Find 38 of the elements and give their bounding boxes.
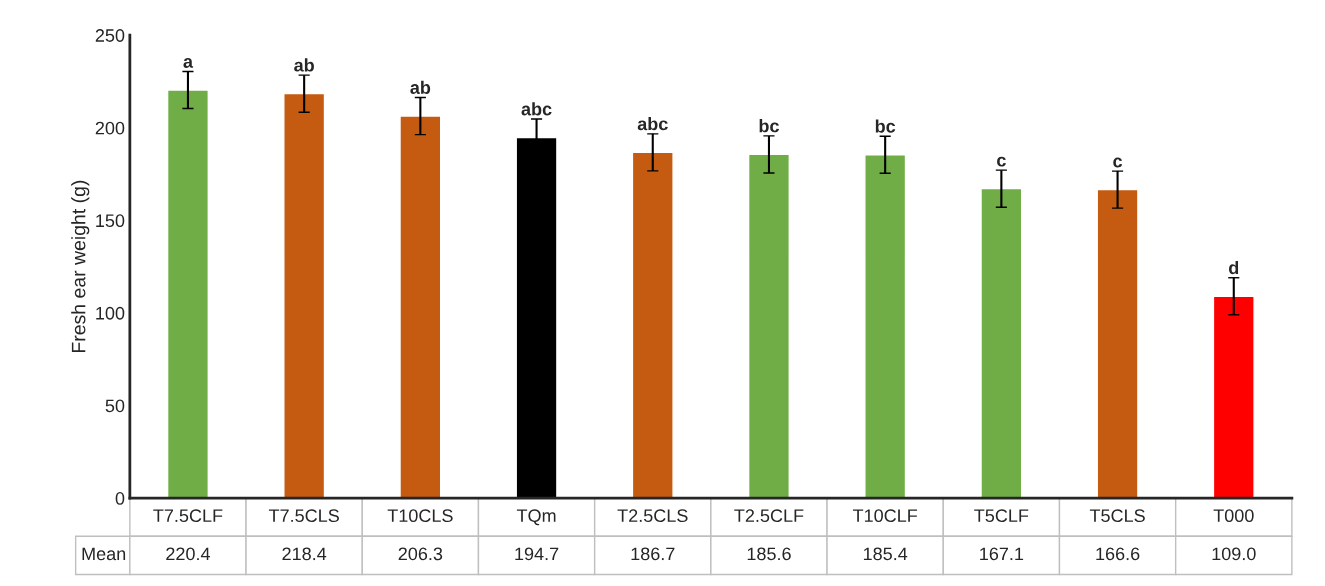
y-tick-label: 50	[105, 399, 125, 413]
x-tick-label: TQm	[516, 509, 556, 526]
annotation: abc	[637, 117, 668, 131]
annotation: c	[1113, 157, 1123, 168]
data-label: 185.6	[747, 547, 791, 561]
data-label: 167.1	[980, 547, 1024, 561]
annotation: abc	[521, 102, 552, 116]
data-label: 166.6	[1096, 547, 1140, 561]
x-tick-label: T5CLF	[974, 509, 1029, 523]
y-tick-label: 100	[96, 306, 125, 320]
y-tick-label: 150	[96, 214, 125, 228]
x-tick-label: T10CLF	[852, 509, 918, 523]
y-tick-label: 200	[95, 121, 125, 135]
data-label: 185.4	[863, 547, 908, 561]
x-tick-label: T7.5CLF	[153, 509, 223, 523]
x-tick-label: T7.5CLS	[268, 509, 339, 523]
data-label: 194.7	[515, 547, 559, 561]
data-label: 218.4	[282, 547, 327, 561]
annotation: c	[997, 156, 1006, 167]
data-label: 186.7	[631, 547, 675, 561]
x-tick-label: T10CLS	[387, 509, 453, 523]
data-label: 220.4	[166, 547, 211, 561]
text: Mean	[82, 547, 126, 561]
data-label: 109.0	[1212, 547, 1256, 561]
annotation: ab	[410, 80, 431, 94]
x-tick-label: T2.5CLS	[617, 509, 688, 523]
y-tick-label: 0	[115, 492, 125, 505]
y-tick-label: 250	[95, 29, 125, 42]
data-label: 206.3	[398, 547, 443, 561]
x-tick-label: T5CLS	[1089, 509, 1145, 523]
x-tick-label: T000	[1213, 509, 1254, 523]
annotation: a	[183, 57, 194, 68]
y-axis-title: Fresh ear weight (g)	[71, 180, 90, 353]
annotation: bc	[759, 119, 779, 133]
annotation: d	[1229, 260, 1239, 275]
annotation: ab	[294, 58, 314, 72]
x-tick-label: T2.5CLF	[734, 509, 804, 523]
annotation: bc	[875, 119, 896, 133]
